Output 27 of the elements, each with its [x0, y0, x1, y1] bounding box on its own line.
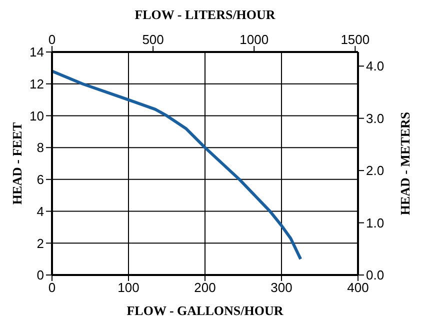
y-tick-label: 4: [36, 204, 44, 219]
x-tick-label: 0: [48, 280, 56, 296]
y2-tick-label: 2.0: [366, 163, 384, 178]
x2-axis-title: FLOW - LITERS/HOUR: [134, 7, 276, 22]
y-tick-label: 10: [30, 108, 44, 124]
y-tick-label: 12: [30, 76, 44, 92]
x2-tick-label: 1000: [240, 32, 269, 47]
y-tick-label: 0: [36, 268, 44, 283]
y-axis-title: HEAD - FEET: [10, 122, 25, 205]
y-tick-label: 14: [30, 44, 44, 60]
y2-tick-label: 4.0: [366, 58, 384, 74]
y-tick-label: 6: [36, 172, 44, 188]
x-tick-label: 200: [194, 280, 216, 296]
y2-axis-title: HEAD - METERS: [398, 112, 413, 216]
x2-tick-label: 1500: [340, 32, 370, 47]
y2-tick-label: 3.0: [366, 110, 384, 126]
line-series: [52, 70, 302, 261]
y-tick-label: 8: [36, 140, 44, 156]
y2-tick-label: 1.0: [366, 215, 384, 230]
x-tick-label: 300: [270, 280, 292, 296]
x-axis-title: FLOW - GALLONS/HOUR: [126, 303, 284, 318]
y-tick-label: 2: [36, 236, 44, 251]
y2-tick-label: 0.0: [366, 268, 384, 283]
x-tick-label: 400: [347, 280, 369, 296]
x-tick-label: 100: [118, 280, 140, 296]
x2-tick-label: 0: [48, 32, 56, 47]
x2-tick-label: 500: [142, 32, 164, 47]
